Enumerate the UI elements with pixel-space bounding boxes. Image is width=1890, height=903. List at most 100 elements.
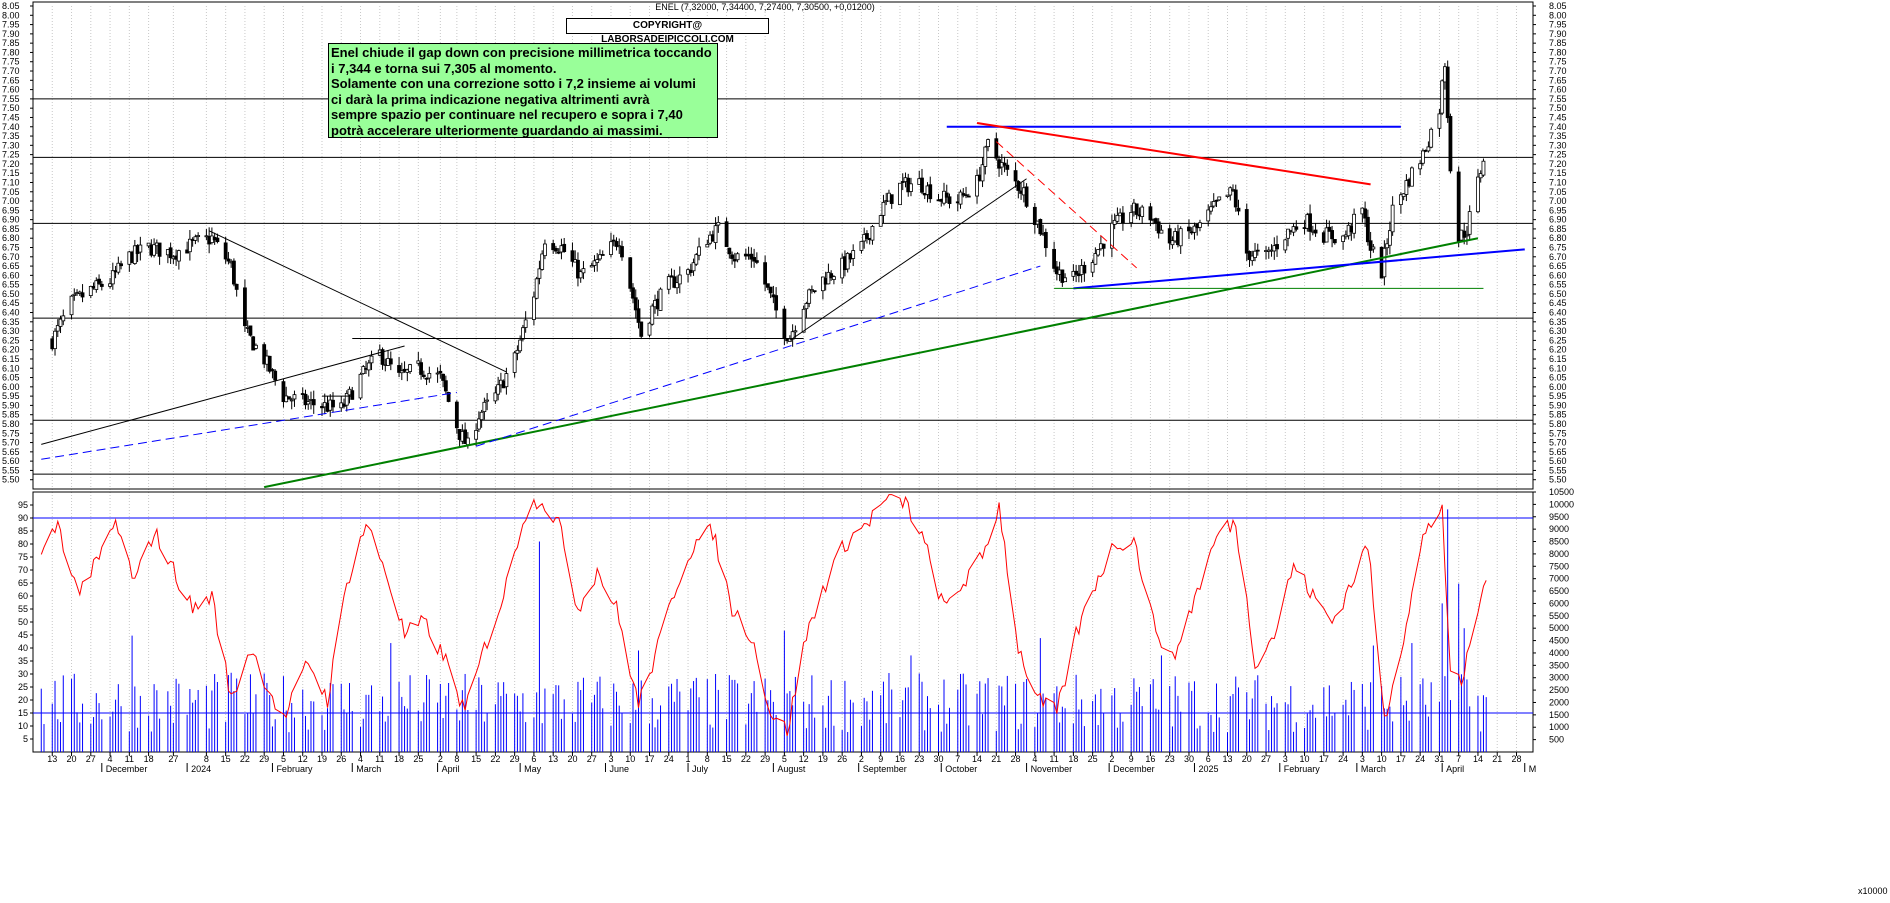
note-line: Solamente con una correzione sotto i 7,2… (331, 76, 696, 91)
price-tick-label: 5.70 (2, 438, 20, 448)
volume-tick-label: 7500 (1549, 561, 1569, 571)
candle-body (438, 370, 443, 374)
date-tick-label: 11 (375, 754, 384, 764)
candle-body (1002, 162, 1007, 166)
candle-body (1255, 249, 1260, 252)
volume-tick-label: 500 (1549, 735, 1564, 745)
price-tick-label: 6.45 (1549, 298, 1567, 308)
candle-body (119, 263, 123, 267)
date-tick-label: 13 (548, 754, 558, 764)
date-tick-label: 7 (955, 754, 960, 764)
candle-body (1247, 251, 1252, 260)
candle-body (72, 293, 77, 296)
candle-body (251, 336, 256, 351)
price-tick-label: 7.70 (2, 66, 20, 76)
candle-body (97, 278, 101, 284)
month-label: 2025 (1198, 764, 1218, 774)
date-tick-label: 13 (1222, 754, 1232, 764)
price-tick-label: 6.55 (1549, 280, 1567, 290)
candle-body (964, 194, 968, 197)
candle-body (521, 327, 525, 340)
date-tick-label: 28 (1511, 754, 1521, 764)
date-tick-label: 27 (587, 754, 597, 764)
candle-body (889, 194, 894, 204)
candle-body (1421, 150, 1425, 164)
date-tick-label: 19 (317, 754, 327, 764)
date-tick-label: 31 (1434, 754, 1444, 764)
copyright-watermark: COPYRIGHT@ LABORSADEIPICCOLI.COM (566, 18, 769, 45)
price-tick-label: 6.40 (2, 308, 20, 318)
price-tick-label: 7.80 (2, 47, 20, 57)
date-tick-label: 9 (878, 754, 883, 764)
oscillator-tick-label: 70 (18, 565, 28, 575)
date-tick-label: 24 (664, 754, 674, 764)
price-tick-label: 6.75 (1549, 243, 1567, 253)
price-tick-label: 5.50 (2, 475, 20, 485)
date-axis: 13 20 27 4 11 18 27 8 15 22 29 5 12 19 26 4 11 18 25 2 8 15 22… (47, 752, 1536, 774)
price-tick-label: 7.05 (1549, 187, 1567, 197)
candle-body (1043, 232, 1048, 249)
price-tick-label: 7.85 (1549, 38, 1567, 48)
candle-body (350, 390, 355, 400)
candle-body (1283, 239, 1288, 251)
date-tick-label: 14 (972, 754, 982, 764)
candle-body (845, 253, 850, 270)
date-tick-label: 16 (895, 754, 905, 764)
date-tick-label: 24 (1415, 754, 1425, 764)
candle-body (176, 250, 181, 262)
month-label: May (524, 764, 542, 774)
price-tick-label: 6.25 (1549, 335, 1567, 345)
price-tick-label: 7.45 (1549, 112, 1567, 122)
candle-body (254, 344, 258, 349)
candle-body (443, 380, 448, 392)
date-tick-label: 26 (837, 754, 847, 764)
price-tick-label: 6.55 (2, 280, 20, 290)
candle-body (369, 355, 374, 364)
candle-body (980, 164, 985, 182)
date-tick-label: 12 (799, 754, 809, 764)
candle-body (1109, 222, 1114, 249)
price-tick-label: 5.90 (1549, 400, 1567, 410)
month-label: 2024 (191, 764, 211, 774)
oscillator-tick-label: 25 (18, 682, 28, 692)
oscillator-tick-label: 65 (18, 578, 28, 588)
candle-body (716, 222, 721, 226)
candle-body (496, 384, 501, 395)
candle-body (754, 260, 759, 263)
volume-tick-label: 10000 (1549, 499, 1574, 509)
price-tick-label: 7.15 (1549, 168, 1567, 178)
month-label: February (1284, 764, 1321, 774)
candle-body (421, 374, 426, 377)
volume-tick-label: 9000 (1549, 524, 1569, 534)
candle-body (1101, 243, 1106, 249)
candle-body (289, 399, 294, 402)
candle-body (281, 381, 286, 403)
date-tick-label: 27 (1261, 754, 1271, 764)
candle-body (1409, 167, 1414, 187)
candle-body (620, 246, 624, 258)
candle-body (1052, 248, 1057, 269)
price-tick-label: 7.55 (1549, 94, 1567, 104)
price-tick-label: 6.30 (1549, 326, 1567, 336)
candle-body (187, 238, 192, 253)
candle-body (1341, 235, 1345, 242)
volume-axis: 10500 10000 9500 9000 8500 8000 7500 7000 6500 60… (1533, 487, 1574, 745)
candle-body (986, 139, 990, 148)
date-tick-label: 20 (567, 754, 577, 764)
price-tick-label: 7.10 (2, 177, 20, 187)
price-tick-label: 6.60 (2, 270, 20, 280)
volume-tick-label: 4500 (1549, 636, 1569, 646)
candle-body (966, 195, 971, 198)
date-tick-label: 7 (1456, 754, 1461, 764)
candle-body (1401, 193, 1406, 197)
candle-body (465, 437, 470, 446)
candle-body (1467, 211, 1472, 235)
month-label: April (1446, 764, 1464, 774)
price-tick-label: 6.70 (2, 252, 20, 262)
month-label: December (1113, 764, 1155, 774)
date-tick-label: 19 (818, 754, 828, 764)
candle-body (749, 253, 754, 260)
candle-body (633, 297, 638, 311)
candle-body (146, 242, 151, 247)
